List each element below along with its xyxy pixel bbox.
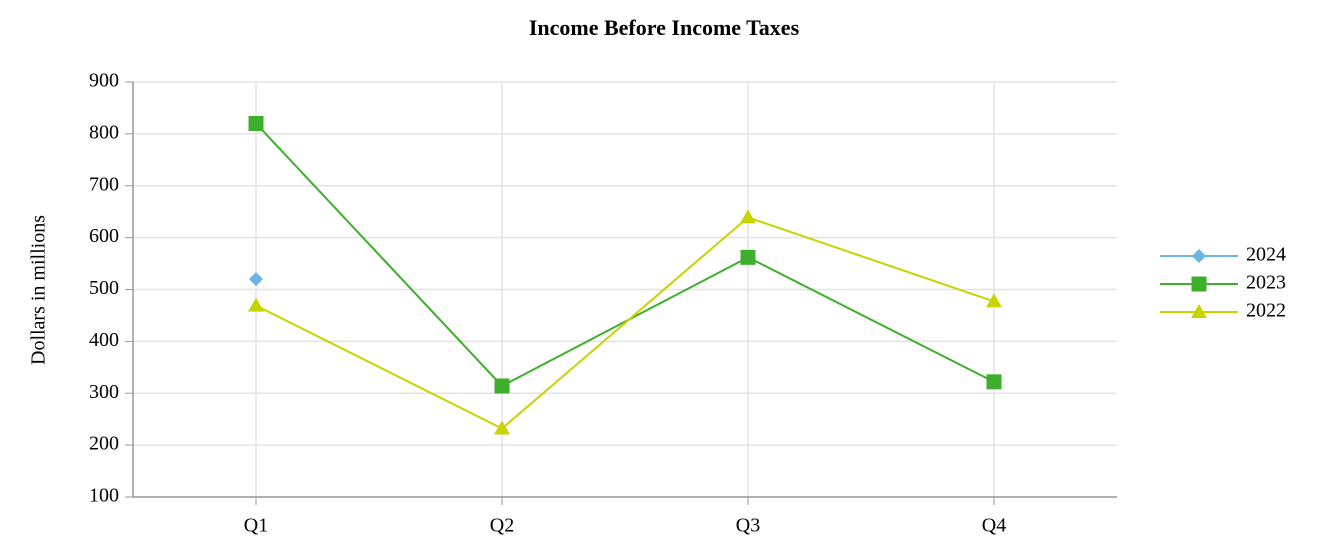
data-point: [986, 374, 1002, 390]
data-point: [494, 378, 510, 394]
y-tick-label: 900: [89, 70, 119, 92]
y-axis-label: Dollars in millions: [28, 215, 50, 365]
data-point: [740, 249, 756, 265]
y-tick-label: 200: [89, 433, 119, 455]
x-tick-label: Q4: [982, 515, 1006, 537]
y-tick-label: 600: [89, 225, 119, 247]
y-tick-label: 700: [89, 173, 119, 195]
legend-label: 2024: [1246, 244, 1286, 266]
y-tick-label: 100: [89, 485, 119, 507]
chart-title: Income Before Income Taxes: [529, 15, 800, 40]
y-tick-label: 500: [89, 277, 119, 299]
x-tick-label: Q2: [490, 515, 514, 537]
x-tick-label: Q1: [244, 515, 268, 537]
legend-label: 2023: [1246, 272, 1286, 294]
data-point: [248, 116, 264, 131]
data-point: [494, 420, 510, 435]
legend-label: 2022: [1246, 300, 1286, 322]
data-point: [740, 209, 756, 224]
y-tick-label: 300: [89, 381, 119, 403]
x-tick-label: Q3: [736, 515, 760, 537]
legend-marker: [1191, 276, 1207, 292]
series-line: [255, 122, 995, 388]
legend-marker: [1191, 304, 1207, 318]
data-point: [248, 297, 264, 312]
data-point: [986, 293, 1002, 308]
legend-marker: [1192, 249, 1206, 263]
series-line: [255, 216, 995, 430]
data-point: [249, 272, 263, 287]
y-tick-label: 400: [89, 329, 119, 351]
y-tick-label: 800: [89, 121, 119, 143]
